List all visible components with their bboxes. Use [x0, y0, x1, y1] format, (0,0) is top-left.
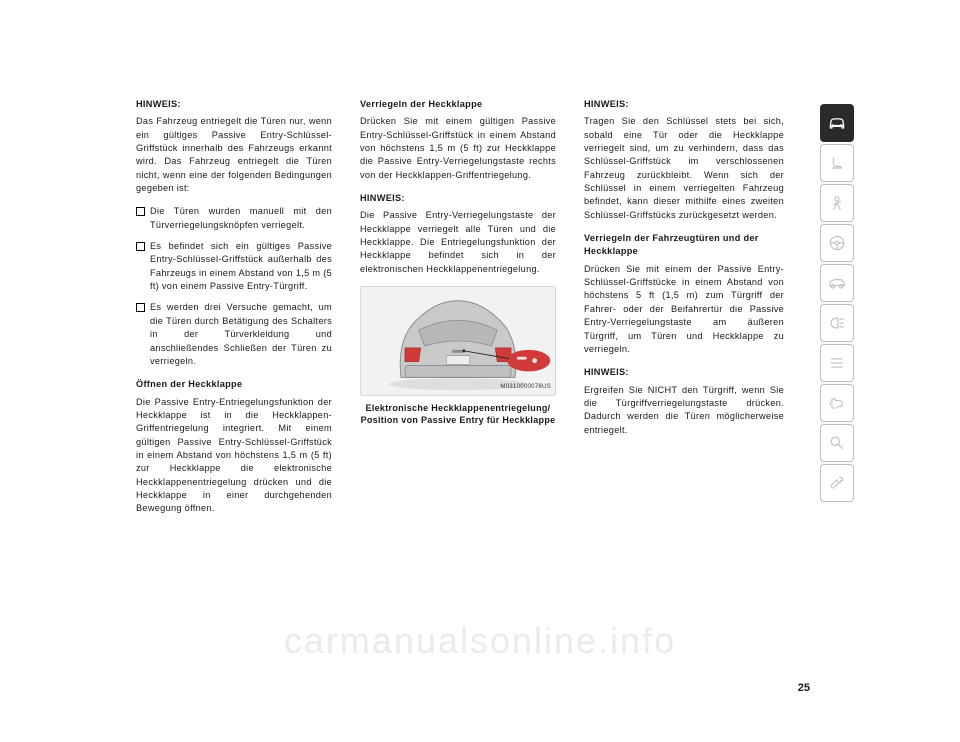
- heading-lock-doors-liftgate: Verriegeln der Fahrzeugtüren und der Hec…: [584, 232, 784, 259]
- tab-maintenance[interactable]: [820, 464, 854, 502]
- vehicle-rear-illustration: M0310000076US: [360, 286, 556, 396]
- caption-line: Position von Passive Entry für Heckklapp…: [361, 415, 556, 425]
- engine-icon: [827, 393, 847, 413]
- tab-steering[interactable]: [820, 224, 854, 262]
- body-text: Tragen Sie den Schlüssel stets bei sich,…: [584, 115, 784, 222]
- headlight-icon: [827, 313, 847, 333]
- heading-hinweis: HINWEIS:: [360, 192, 556, 205]
- column-2: Verriegeln der Heckklappe Drücken Sie mi…: [360, 98, 556, 526]
- person-seatbelt-icon: [827, 193, 847, 213]
- steering-wheel-icon: [827, 233, 847, 253]
- tab-vehicle[interactable]: [820, 104, 854, 142]
- page-number: 25: [798, 682, 810, 694]
- bullet-list: Die Türen wurden manuell mit den Türverr…: [136, 205, 332, 368]
- tab-lights[interactable]: [820, 304, 854, 342]
- text-columns: HINWEIS: Das Fahrzeug entriegelt die Tür…: [136, 98, 810, 526]
- section-tabs: [820, 104, 854, 502]
- figure-caption: Elektronische Heckklappenentriegelung/ P…: [360, 402, 556, 426]
- car-side-icon: [827, 273, 847, 293]
- tab-seats[interactable]: [820, 144, 854, 182]
- tab-engine[interactable]: [820, 384, 854, 422]
- column-1: HINWEIS: Das Fahrzeug entriegelt die Tür…: [136, 98, 332, 526]
- tab-wipers[interactable]: [820, 344, 854, 382]
- car-icon: [827, 113, 847, 133]
- search-icon: [827, 433, 847, 453]
- body-text: Drücken Sie mit einem der Passive Entry-…: [584, 263, 784, 356]
- caption-line: Elektronische Heckklappenentriegelung/: [366, 403, 551, 413]
- watermark-text: carmanualsonline.info: [0, 620, 960, 662]
- heading-hinweis: HINWEIS:: [136, 98, 332, 111]
- body-text: Ergreifen Sie NICHT den Türgriff, wenn S…: [584, 384, 784, 437]
- heading-hinweis: HINWEIS:: [584, 366, 784, 379]
- tab-airbag[interactable]: [820, 184, 854, 222]
- heading-lock-liftgate: Verriegeln der Heckklappe: [360, 98, 556, 111]
- manual-page: HINWEIS: Das Fahrzeug entriegelt die Tür…: [0, 0, 960, 742]
- wrench-icon: [827, 473, 847, 493]
- list-item: Die Türen wurden manuell mit den Türverr…: [136, 205, 332, 232]
- figure-id: M0310000076US: [500, 383, 551, 392]
- figure-liftgate: M0310000076US Elektronische Heckklappene…: [360, 286, 556, 426]
- list-item: Es befindet sich ein gültiges Passive En…: [136, 240, 332, 293]
- body-text: Die Passive Entry-Verriegelungstaste der…: [360, 209, 556, 276]
- column-3: HINWEIS: Tragen Sie den Schlüssel stets …: [584, 98, 784, 526]
- seat-icon: [827, 153, 847, 173]
- body-text: Die Passive Entry-Entriegelungsfunktion …: [136, 396, 332, 516]
- tab-search[interactable]: [820, 424, 854, 462]
- heading-hinweis: HINWEIS:: [584, 98, 784, 111]
- list-icon: [827, 353, 847, 373]
- heading-open-liftgate: Öffnen der Heckklappe: [136, 378, 332, 391]
- tab-exterior[interactable]: [820, 264, 854, 302]
- body-text: Drücken Sie mit einem gültigen Passive E…: [360, 115, 556, 182]
- body-text: Das Fahrzeug entriegelt die Türen nur, w…: [136, 115, 332, 195]
- list-item: Es werden drei Versuche gemacht, um die …: [136, 301, 332, 368]
